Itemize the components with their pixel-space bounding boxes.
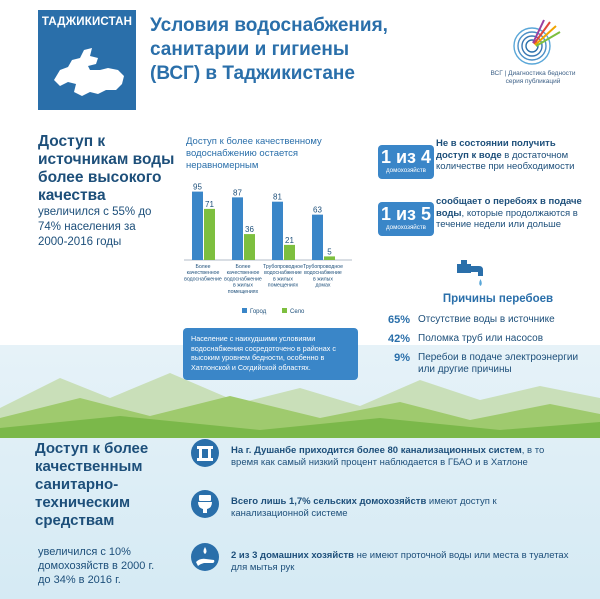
legend-label: Село xyxy=(290,309,305,315)
category-label: помещениях xyxy=(268,283,299,289)
water-tap-icon xyxy=(457,260,483,286)
chart-title: Доступ к более качественному водоснабжен… xyxy=(186,136,322,171)
bar-value-label: 5 xyxy=(327,247,332,256)
bar-city xyxy=(312,214,323,260)
ratio-text-1: Не в состоянии получить доступ к воде в … xyxy=(436,138,575,172)
bar-village xyxy=(204,208,215,260)
category-label: качественное xyxy=(187,270,220,276)
ratio-text-2: сообщает о перебоях в подаче воды, котор… xyxy=(436,196,582,230)
category-label: водоснабжение xyxy=(264,270,302,276)
reason-percent: 42% xyxy=(387,333,410,345)
country-name: ТАДЖИКИСТАН xyxy=(41,16,133,28)
legend-swatch xyxy=(282,308,287,313)
bar-village xyxy=(244,234,255,260)
ratio-badge-1: 1 из 4 домохозяйств xyxy=(378,145,434,179)
water-access-text: увеличился с 55% до 74% населения за 200… xyxy=(38,206,152,248)
bar-value-label: 63 xyxy=(313,206,322,215)
sanitation-fact-3: 2 из 3 домашних хозяйств не имеют проточ… xyxy=(231,550,569,573)
sanitation-fact-2: Всего лишь 1,7% сельских домохозяйств им… xyxy=(231,496,497,519)
category-label: в жилых xyxy=(313,276,333,282)
bar-village xyxy=(284,244,295,260)
bar-value-label: 87 xyxy=(233,188,242,197)
reason-percent: 65% xyxy=(387,314,410,326)
category-label: водоснабжение xyxy=(184,276,222,282)
toilet-icon xyxy=(191,490,219,518)
country-badge: ТАДЖИКИСТАН xyxy=(38,10,136,110)
sanitation-heading: Доступ к более качественным санитарно- т… xyxy=(35,440,149,529)
bar-value-label: 71 xyxy=(205,200,214,209)
category-label: в жилых xyxy=(273,276,293,282)
bar-village xyxy=(324,256,335,260)
water-access-heading: Доступ к источникам воды более высокого … xyxy=(38,133,175,204)
reason-text: Поломка труб или насосов xyxy=(418,333,544,344)
legend-swatch xyxy=(242,308,247,313)
bar-value-label: 95 xyxy=(193,183,202,192)
bar-city xyxy=(192,191,203,260)
legend-label: Город xyxy=(250,309,267,315)
bar-value-label: 21 xyxy=(285,236,294,245)
category-label: Трубопроводное xyxy=(263,264,303,270)
ratio-unit: домохозяйств xyxy=(386,167,426,174)
sewer-pipe-icon xyxy=(191,439,219,467)
ratio-badge-2: 1 из 5 домохозяйств xyxy=(378,202,434,236)
category-label: в жилых xyxy=(233,283,253,289)
hand-washing-icon xyxy=(191,543,219,571)
bar-value-label: 81 xyxy=(273,193,282,202)
wash-logo-icon xyxy=(513,19,561,65)
bar-city xyxy=(272,201,283,260)
mountain-landscape xyxy=(0,373,600,438)
ratio-unit: домохозяйств xyxy=(386,224,426,231)
reason-text: Отсутствие воды в источнике xyxy=(418,314,555,325)
category-label: помещениях xyxy=(228,289,259,295)
note-box: Население с наихудшими условиями водосна… xyxy=(183,328,358,380)
ratio-number: 1 из 5 xyxy=(380,204,432,224)
category-label: Более xyxy=(236,264,251,270)
ratio-number: 1 из 4 xyxy=(380,147,432,167)
sanitation-fact-1: На г. Душанбе приходится более 80 канали… xyxy=(231,445,545,468)
reasons-title: Причины перебоев xyxy=(442,293,554,305)
logo-caption: ВСГ | Диагностика бедности серия публика… xyxy=(490,70,576,85)
category-label: Более xyxy=(196,264,211,270)
category-label: водоснабжение xyxy=(224,276,262,282)
page-title: Условия водоснабжения, санитарии и гигие… xyxy=(150,15,388,84)
category-label: водоснабжение xyxy=(304,270,342,276)
reason-text: Перебои в подаче электроэнергии или друг… xyxy=(418,352,579,375)
sanitation-text: увеличился с 10% домохозяйств в 2000 г. … xyxy=(38,546,155,586)
water-access-bar-chart: 9571Болеекачественноеводоснабжение8736Бо… xyxy=(184,183,352,315)
bar-value-label: 36 xyxy=(245,225,254,234)
category-label: качественное xyxy=(227,270,260,276)
category-label: домах xyxy=(316,283,331,289)
reason-percent: 9% xyxy=(394,352,410,364)
category-label: Трубопроводное xyxy=(303,264,343,270)
bar-city xyxy=(232,197,243,260)
tajikistan-map-icon xyxy=(54,48,124,96)
